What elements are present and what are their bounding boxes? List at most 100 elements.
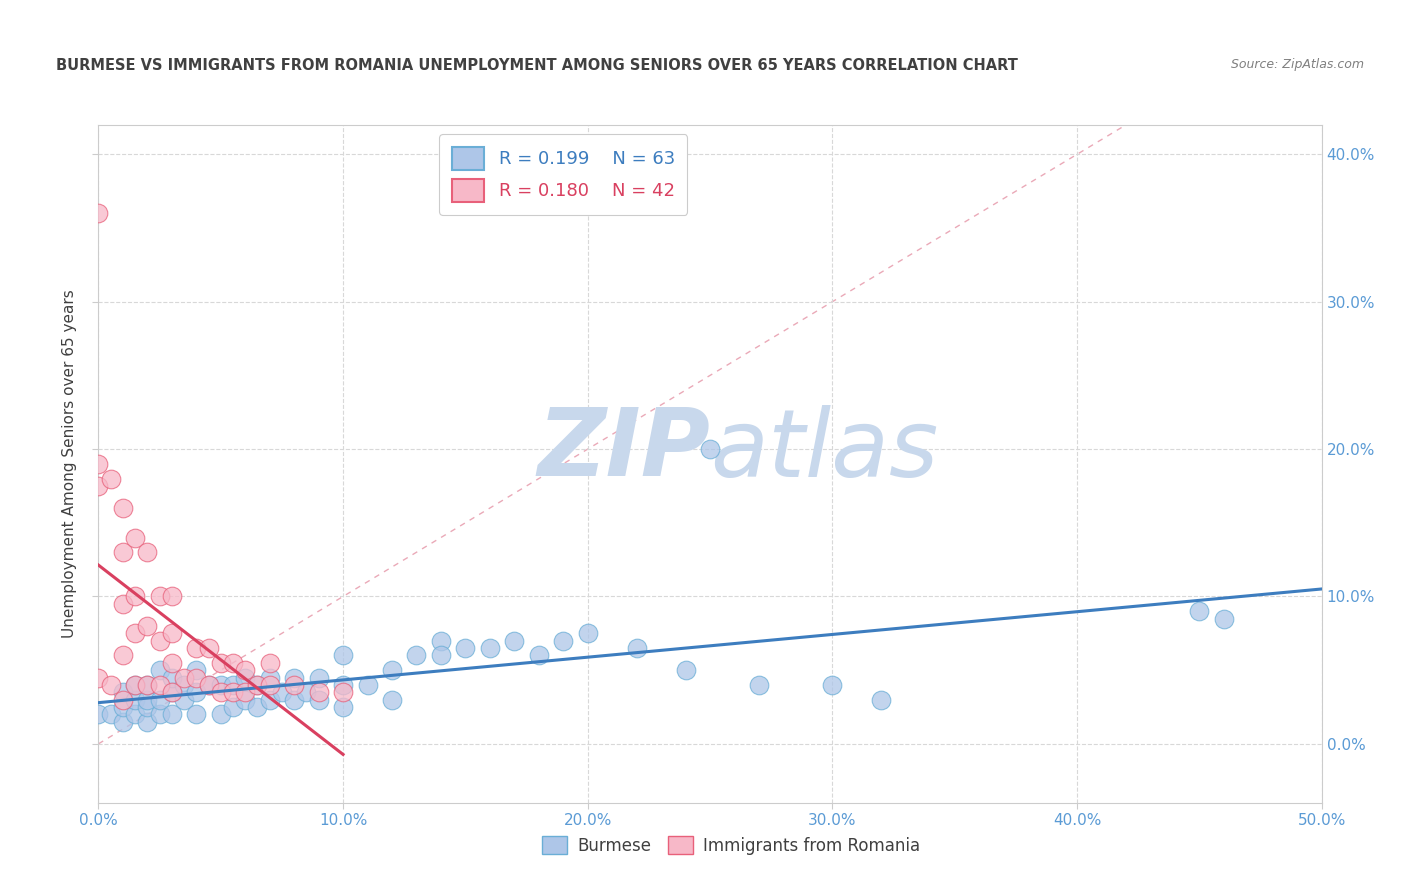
Point [233,671,256,685]
Point [1212,611,1234,625]
Point [259,678,281,692]
Point [173,692,195,706]
Point [1188,604,1211,618]
Point [870,692,893,706]
Point [478,641,501,656]
Point [136,692,159,706]
Point [246,700,269,714]
Point [173,671,195,685]
Point [87,457,110,471]
Point [87,671,110,685]
Point [222,678,245,692]
Point [233,663,256,677]
Point [283,678,305,692]
Point [246,678,269,692]
Point [87,479,110,493]
Point [626,641,648,656]
Point [160,626,183,640]
Point [160,590,183,604]
Point [124,678,146,692]
Point [332,700,354,714]
Point [124,692,146,706]
Point [209,678,232,692]
Point [111,700,134,714]
Point [405,648,427,663]
Point [209,685,232,699]
Point [332,648,354,663]
Point [149,663,172,677]
Point [332,678,354,692]
Point [124,707,146,722]
Point [332,685,354,699]
Text: BURMESE VS IMMIGRANTS FROM ROMANIA UNEMPLOYMENT AMONG SENIORS OVER 65 YEARS CORR: BURMESE VS IMMIGRANTS FROM ROMANIA UNEMP… [56,58,1018,73]
Point [124,531,146,545]
Point [270,685,294,699]
Point [111,597,134,611]
Point [186,641,208,656]
Point [308,671,330,685]
Point [430,633,453,648]
Point [527,648,550,663]
Point [111,692,134,706]
Point [149,590,172,604]
Point [160,656,183,670]
Point [160,685,183,699]
Point [283,692,305,706]
Point [283,671,305,685]
Point [186,663,208,677]
Point [87,206,110,220]
Point [675,663,697,677]
Point [136,714,159,729]
Point [222,700,245,714]
Y-axis label: Unemployment Among Seniors over 65 years: Unemployment Among Seniors over 65 years [62,290,77,638]
Point [160,685,183,699]
Point [149,707,172,722]
Point [197,678,219,692]
Text: ZIP: ZIP [537,404,710,496]
Point [308,685,330,699]
Point [136,545,159,559]
Point [136,678,159,692]
Point [111,685,134,699]
Point [503,633,526,648]
Point [100,678,122,692]
Point [160,671,183,685]
Point [259,656,281,670]
Legend: R = 0.199    N = 63, R = 0.180    N = 42: R = 0.199 N = 63, R = 0.180 N = 42 [439,134,688,215]
Point [233,692,256,706]
Point [111,714,134,729]
Point [576,626,599,640]
Point [381,692,404,706]
Point [87,707,110,722]
Point [246,678,269,692]
Point [233,685,256,699]
Point [748,678,770,692]
Point [124,590,146,604]
Point [553,633,575,648]
Point [197,678,219,692]
Point [308,692,330,706]
Point [186,707,208,722]
Point [259,692,281,706]
Point [100,472,122,486]
Point [160,707,183,722]
Point [259,671,281,685]
Point [197,641,219,656]
Point [186,685,208,699]
Point [699,442,721,456]
Point [430,648,453,663]
Point [111,648,134,663]
Point [222,685,245,699]
Point [149,633,172,648]
Point [356,678,378,692]
Point [124,626,146,640]
Point [454,641,477,656]
Legend: Burmese, Immigrants from Romania: Burmese, Immigrants from Romania [536,830,927,862]
Point [186,671,208,685]
Text: atlas: atlas [710,405,938,496]
Point [136,619,159,633]
Point [821,678,844,692]
Point [111,545,134,559]
Point [136,700,159,714]
Point [209,707,232,722]
